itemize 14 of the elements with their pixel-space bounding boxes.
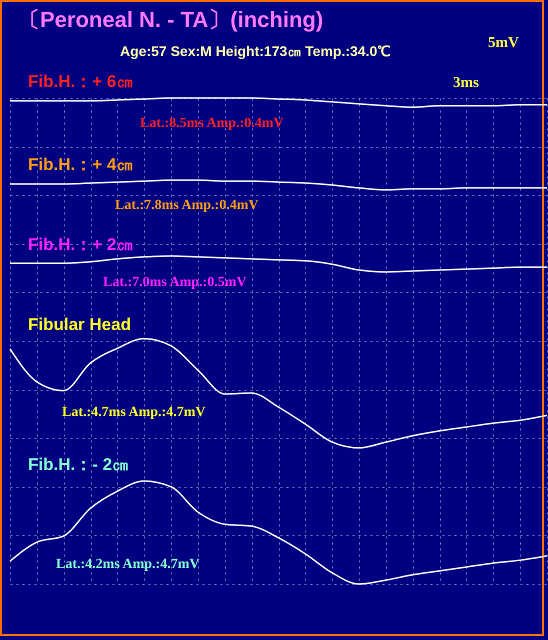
annotation: Lat.:7.0ms Amp.:0.5mV bbox=[103, 275, 246, 290]
series-label: Fib.H.：+ 6㎝ bbox=[28, 72, 134, 91]
text: 5mV bbox=[488, 35, 519, 51]
series-label: Fib.H.：+ 4㎝ bbox=[28, 155, 134, 174]
annotation: Lat.:7.8ms Amp.:0.4mV bbox=[115, 198, 258, 213]
series-label: Fib.H.：+ 2㎝ bbox=[28, 235, 134, 254]
series-label: Fib.H.：- 2㎝ bbox=[28, 455, 130, 474]
series-label: Fibular Head bbox=[28, 315, 131, 334]
chart-title: 〔Peroneal N. - TA〕(inching) bbox=[18, 7, 324, 32]
annotation: Lat.:8.5ms Amp.:0.4mV bbox=[140, 116, 284, 131]
annotation: Lat.:4.2ms Amp.:4.7mV bbox=[56, 557, 200, 572]
text: 3ms bbox=[453, 75, 479, 91]
chart-subtitle: Age:57 Sex:M Height:173㎝ Temp.:34.0℃ bbox=[120, 43, 390, 59]
annotation: Lat.:4.7ms Amp.:4.7mV bbox=[62, 405, 206, 420]
